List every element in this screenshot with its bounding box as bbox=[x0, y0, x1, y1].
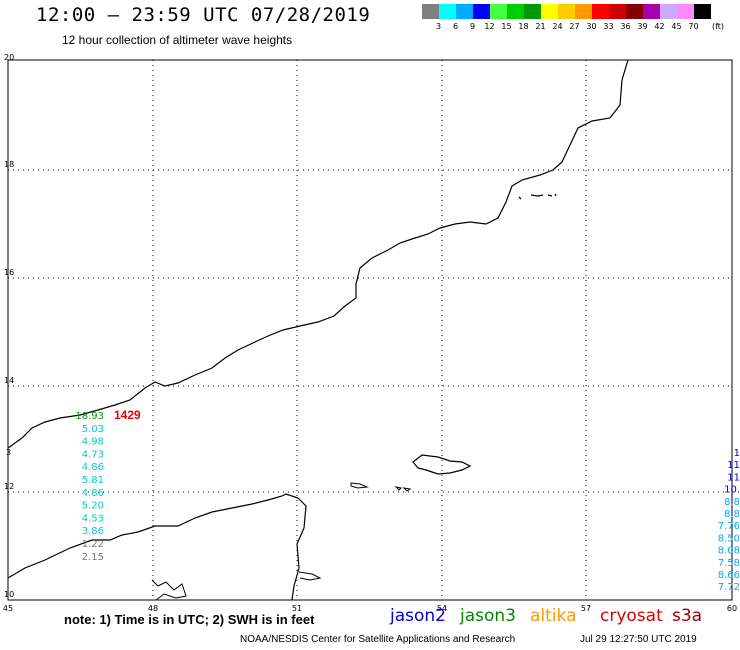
satellite-name: cryosat bbox=[600, 606, 663, 626]
swh-value: 8.8 bbox=[724, 509, 740, 520]
legend-label: 15 bbox=[501, 22, 512, 31]
color-legend: 3 6 9 12 15 18 21 24 27 30 33 36 39 42 45 70 (ft) bbox=[422, 4, 728, 34]
island-samhah bbox=[394, 486, 403, 491]
satellite-name: s3a bbox=[672, 606, 703, 626]
swh-value: 8.08 bbox=[718, 546, 740, 557]
legend-swatch bbox=[490, 4, 507, 19]
swh-value: 7.72 bbox=[718, 582, 740, 593]
swh-value: 2.15 bbox=[82, 552, 104, 563]
swh-value: 7.58 bbox=[718, 558, 740, 569]
coastline-arabia bbox=[7, 59, 629, 449]
swh-value: 8.66 bbox=[718, 570, 740, 581]
legend-swatch bbox=[643, 4, 660, 19]
legend-label: 33 bbox=[603, 22, 614, 31]
longitude-label: 45 bbox=[3, 604, 13, 613]
swh-value: 4.73 bbox=[82, 449, 104, 460]
latitude-label: 12 bbox=[4, 482, 14, 491]
latitude-label: 18 bbox=[4, 160, 14, 169]
coastline-somalia bbox=[7, 493, 307, 601]
legend-unit: (ft) bbox=[712, 22, 725, 31]
longitude-labels: 45 48 51 54 57 60 bbox=[3, 604, 737, 613]
swh-value: 4.53 bbox=[82, 513, 104, 524]
swh-value: 18.93 bbox=[75, 411, 104, 422]
legend-swatch bbox=[575, 4, 592, 19]
legend-swatch bbox=[592, 4, 609, 19]
legend-swatch bbox=[473, 4, 490, 19]
legend-swatch bbox=[456, 4, 473, 19]
satellite-name: jason3 bbox=[460, 606, 516, 626]
legend-swatch bbox=[558, 4, 575, 19]
map-subtitle: 12 hour collection of altimeter wave hei… bbox=[62, 33, 293, 47]
swh-value: 5.20 bbox=[82, 501, 104, 512]
legend-label: 21 bbox=[535, 22, 546, 31]
map-title: 12:00 – 23:59 UTC 07/28/2019 bbox=[36, 4, 371, 26]
swh-value: 4.86 bbox=[82, 488, 104, 499]
footer-timestamp: Jul 29 12:27:50 UTC 2019 bbox=[580, 634, 697, 645]
swh-value: 11 bbox=[727, 472, 740, 483]
legend-swatch bbox=[541, 4, 558, 19]
latitude-labels: 20 18 16 14 12 10 bbox=[4, 53, 14, 599]
legend-swatch bbox=[626, 4, 643, 19]
map-frame bbox=[7, 59, 733, 601]
legend-swatch bbox=[694, 4, 711, 19]
side-tick-label: 3 bbox=[6, 448, 11, 457]
legend-swatch bbox=[439, 4, 456, 19]
swh-value: 5.81 bbox=[82, 475, 104, 486]
legend-label: 12 bbox=[484, 22, 495, 31]
satellite-name: altika bbox=[530, 606, 577, 626]
legend-label: 27 bbox=[569, 22, 580, 31]
island-kuria-muria bbox=[518, 193, 557, 200]
legend-label: 24 bbox=[552, 22, 563, 31]
swh-value: 11 bbox=[727, 460, 740, 471]
latitude-label: 20 bbox=[4, 53, 14, 62]
swh-value: 1.22 bbox=[82, 539, 104, 550]
altimeter-track-left: 18.93 5.03 4.984.73 4.86 5.81 4.86 5.204.53 3.8… bbox=[75, 411, 104, 563]
coastline-guardafui bbox=[298, 571, 322, 581]
longitude-label: 51 bbox=[292, 604, 302, 613]
legend-swatch bbox=[507, 4, 524, 19]
swh-value: 3.86 bbox=[82, 526, 104, 537]
legend-label: 30 bbox=[586, 22, 597, 31]
legend-label: 39 bbox=[637, 22, 648, 31]
pass-time-label: 1429 bbox=[114, 408, 141, 422]
swh-value: 1 bbox=[734, 448, 740, 459]
longitude-label: 57 bbox=[581, 604, 591, 613]
legend-swatch bbox=[677, 4, 694, 19]
island-socotra bbox=[412, 454, 472, 475]
latitude-label: 14 bbox=[4, 376, 14, 385]
island-abd-al-kuri bbox=[350, 482, 369, 489]
legend-label: 18 bbox=[518, 22, 529, 31]
swh-value: 4.86 bbox=[82, 462, 104, 473]
latitude-label: 16 bbox=[4, 268, 14, 277]
legend-swatch bbox=[422, 4, 439, 19]
latitude-label: 10 bbox=[4, 590, 14, 599]
swh-value: 7.76 bbox=[718, 521, 740, 532]
satellite-name: jason2 bbox=[390, 606, 446, 626]
graticule bbox=[8, 60, 732, 600]
swh-value: 8.8 bbox=[724, 497, 740, 508]
legend-label: 45 bbox=[671, 22, 682, 31]
island-darsah bbox=[402, 487, 412, 492]
legend-label: 3 bbox=[435, 22, 442, 31]
legend-swatch bbox=[660, 4, 677, 19]
swh-value: 10. bbox=[724, 485, 740, 496]
footer-note: note: 1) Time is in UTC; 2) SWH is in fe… bbox=[64, 612, 315, 627]
legend-label: 70 bbox=[688, 22, 699, 31]
longitude-label: 60 bbox=[727, 604, 737, 613]
coastline-detail bbox=[151, 579, 187, 601]
swh-value: 4.98 bbox=[82, 437, 104, 448]
longitude-label: 54 bbox=[437, 604, 447, 613]
legend-label: 42 bbox=[654, 22, 665, 31]
legend-label: 6 bbox=[452, 22, 459, 31]
swh-value: 5.03 bbox=[82, 424, 104, 435]
legend-label: 36 bbox=[620, 22, 631, 31]
footer-credit: NOAA/NESDIS Center for Satellite Applica… bbox=[240, 634, 516, 645]
legend-label: 9 bbox=[469, 22, 476, 31]
longitude-label: 48 bbox=[148, 604, 158, 613]
swh-value: 8.50 bbox=[718, 533, 740, 544]
legend-swatch bbox=[609, 4, 626, 19]
legend-swatch bbox=[524, 4, 541, 19]
